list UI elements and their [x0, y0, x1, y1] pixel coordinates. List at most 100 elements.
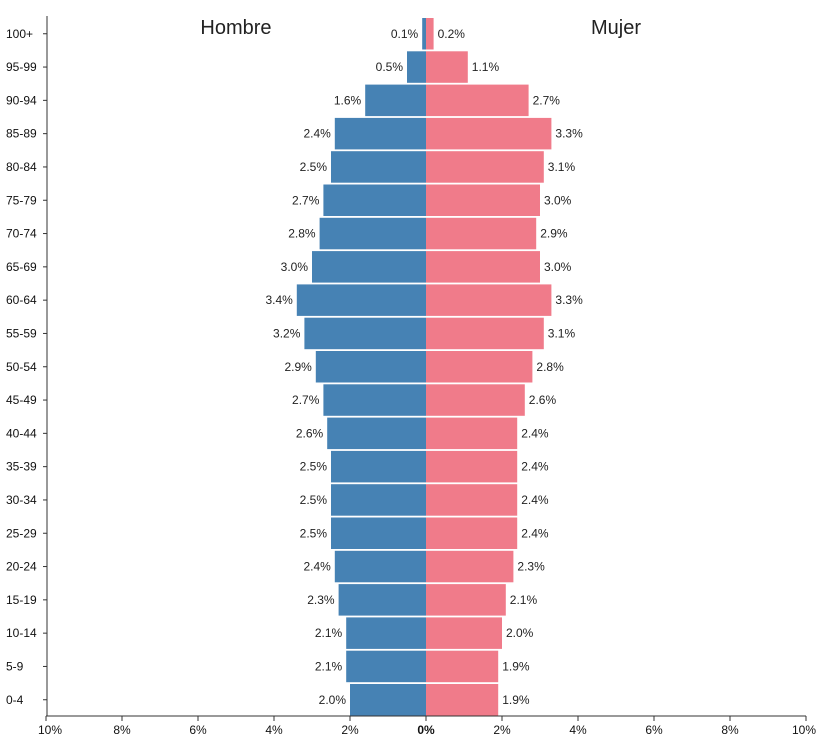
bar-mujer-10-14: [426, 617, 502, 649]
header-mujer: Mujer: [591, 17, 641, 39]
age-label-0-4: 0-4: [6, 693, 24, 707]
x-tick-label: 4%: [569, 723, 587, 737]
value-label-mujer-70-74: 2.9%: [540, 227, 568, 241]
x-tick-label: 10%: [792, 723, 816, 737]
value-label-mujer-90-94: 2.7%: [533, 93, 561, 107]
x-axis: 10% 8% 6% 4% 2% 0% 2% 4% 6% 8% 10%: [38, 16, 816, 737]
age-label-50-54: 50-54: [6, 360, 37, 374]
bar-mujer-20-24: [426, 550, 514, 583]
value-label-hombre-25-29: 2.5%: [300, 526, 328, 540]
bar-mujer-35-39: [426, 450, 518, 483]
value-label-mujer-75-79: 3.0%: [544, 193, 572, 207]
bar-hombre-40-44: [327, 417, 426, 450]
value-label-mujer-0-4: 1.9%: [502, 693, 530, 707]
bar-mujer-15-19: [426, 584, 506, 616]
bar-mujer-75-79: [426, 184, 540, 216]
age-label-65-69: 65-69: [6, 260, 37, 274]
age-label-80-84: 80-84: [6, 160, 37, 174]
bar-mujer-65-69: [426, 251, 540, 283]
bar-hombre-25-29: [331, 517, 426, 549]
bar-hombre-35-39: [331, 450, 426, 483]
value-label-mujer-40-44: 2.4%: [521, 426, 549, 440]
age-label-25-29: 25-29: [6, 526, 37, 540]
bar-hombre-45-49: [323, 384, 426, 416]
bar-mujer-100+: [426, 18, 434, 50]
bar-hombre-60-64: [296, 284, 426, 316]
bar-mujer-0-4: [426, 684, 499, 716]
bar-hombre-70-74: [319, 217, 426, 250]
value-label-hombre-60-64: 3.4%: [265, 293, 293, 307]
age-label-95-99: 95-99: [6, 60, 37, 74]
bar-hombre-5-9: [346, 650, 426, 683]
bar-hombre-15-19: [338, 584, 426, 616]
bar-mujer-25-29: [426, 517, 518, 549]
value-label-hombre-5-9: 2.1%: [315, 659, 343, 673]
bar-hombre-85-89: [334, 117, 426, 150]
bar-hombre-10-14: [346, 617, 426, 649]
value-label-mujer-35-39: 2.4%: [521, 460, 549, 474]
age-label-90-94: 90-94: [6, 93, 37, 107]
bar-mujer-80-84: [426, 151, 544, 183]
age-label-55-59: 55-59: [6, 326, 37, 340]
x-tick-label: 2%: [493, 723, 511, 737]
bar-mujer-90-94: [426, 84, 529, 117]
age-label-60-64: 60-64: [6, 293, 37, 307]
x-tick-label: 8%: [721, 723, 739, 737]
x-tick-label: 2%: [341, 723, 359, 737]
bar-hombre-75-79: [323, 184, 426, 216]
value-label-hombre-30-34: 2.5%: [300, 493, 328, 507]
value-labels-layer: 0.1% 0.2% 0.5% 1.1% 1.6% 2.7% 2.4% 3.3% 2.5% 3.1%…: [265, 27, 583, 707]
value-label-hombre-70-74: 2.8%: [288, 227, 316, 241]
value-label-mujer-60-64: 3.3%: [555, 293, 583, 307]
age-label-5-9: 5-9: [6, 659, 24, 673]
value-label-mujer-85-89: 3.3%: [555, 127, 583, 141]
x-tick-label: 0%: [417, 723, 435, 737]
value-label-hombre-90-94: 1.6%: [334, 93, 362, 107]
value-label-hombre-65-69: 3.0%: [281, 260, 309, 274]
bar-hombre-0-4: [350, 684, 426, 716]
x-tick-label: 8%: [113, 723, 131, 737]
bar-mujer-5-9: [426, 650, 499, 683]
value-label-mujer-25-29: 2.4%: [521, 526, 549, 540]
x-tick-label: 6%: [189, 723, 207, 737]
bar-hombre-100+: [422, 18, 426, 50]
x-tick-label: 6%: [645, 723, 663, 737]
bar-mujer-55-59: [426, 317, 544, 350]
bar-mujer-60-64: [426, 284, 552, 316]
bar-hombre-65-69: [312, 251, 426, 283]
bar-hombre-55-59: [304, 317, 426, 350]
value-label-hombre-40-44: 2.6%: [296, 426, 324, 440]
bar-hombre-90-94: [365, 84, 426, 117]
bar-mujer-70-74: [426, 217, 537, 250]
value-label-hombre-0-4: 2.0%: [319, 693, 347, 707]
value-label-hombre-20-24: 2.4%: [303, 560, 331, 574]
value-label-hombre-50-54: 2.9%: [284, 360, 312, 374]
value-label-mujer-5-9: 1.9%: [502, 659, 530, 673]
bar-mujer-30-34: [426, 484, 518, 516]
age-label-15-19: 15-19: [6, 593, 37, 607]
value-label-hombre-15-19: 2.3%: [307, 593, 335, 607]
bar-hombre-30-34: [331, 484, 426, 516]
age-group-labels: 100+ 95-99 90-94 85-89 80-84 75-79 70-74 65-69 6…: [6, 27, 47, 707]
value-label-hombre-35-39: 2.5%: [300, 460, 328, 474]
header-hombre: Hombre: [200, 17, 271, 39]
value-label-mujer-45-49: 2.6%: [529, 393, 557, 407]
value-label-hombre-75-79: 2.7%: [292, 193, 320, 207]
value-label-mujer-100+: 0.2%: [438, 27, 466, 41]
bar-mujer-85-89: [426, 117, 552, 150]
age-label-10-14: 10-14: [6, 626, 37, 640]
value-label-hombre-45-49: 2.7%: [292, 393, 320, 407]
value-label-mujer-50-54: 2.8%: [536, 360, 564, 374]
value-label-hombre-100+: 0.1%: [391, 27, 419, 41]
bar-mujer-45-49: [426, 384, 525, 416]
value-label-mujer-65-69: 3.0%: [544, 260, 572, 274]
value-label-mujer-95-99: 1.1%: [472, 60, 500, 74]
value-label-mujer-10-14: 2.0%: [506, 626, 534, 640]
age-label-40-44: 40-44: [6, 426, 37, 440]
x-tick-label: 4%: [265, 723, 283, 737]
age-label-75-79: 75-79: [6, 193, 37, 207]
value-label-mujer-55-59: 3.1%: [548, 326, 576, 340]
value-label-hombre-95-99: 0.5%: [376, 60, 404, 74]
bar-hombre-50-54: [315, 351, 426, 383]
